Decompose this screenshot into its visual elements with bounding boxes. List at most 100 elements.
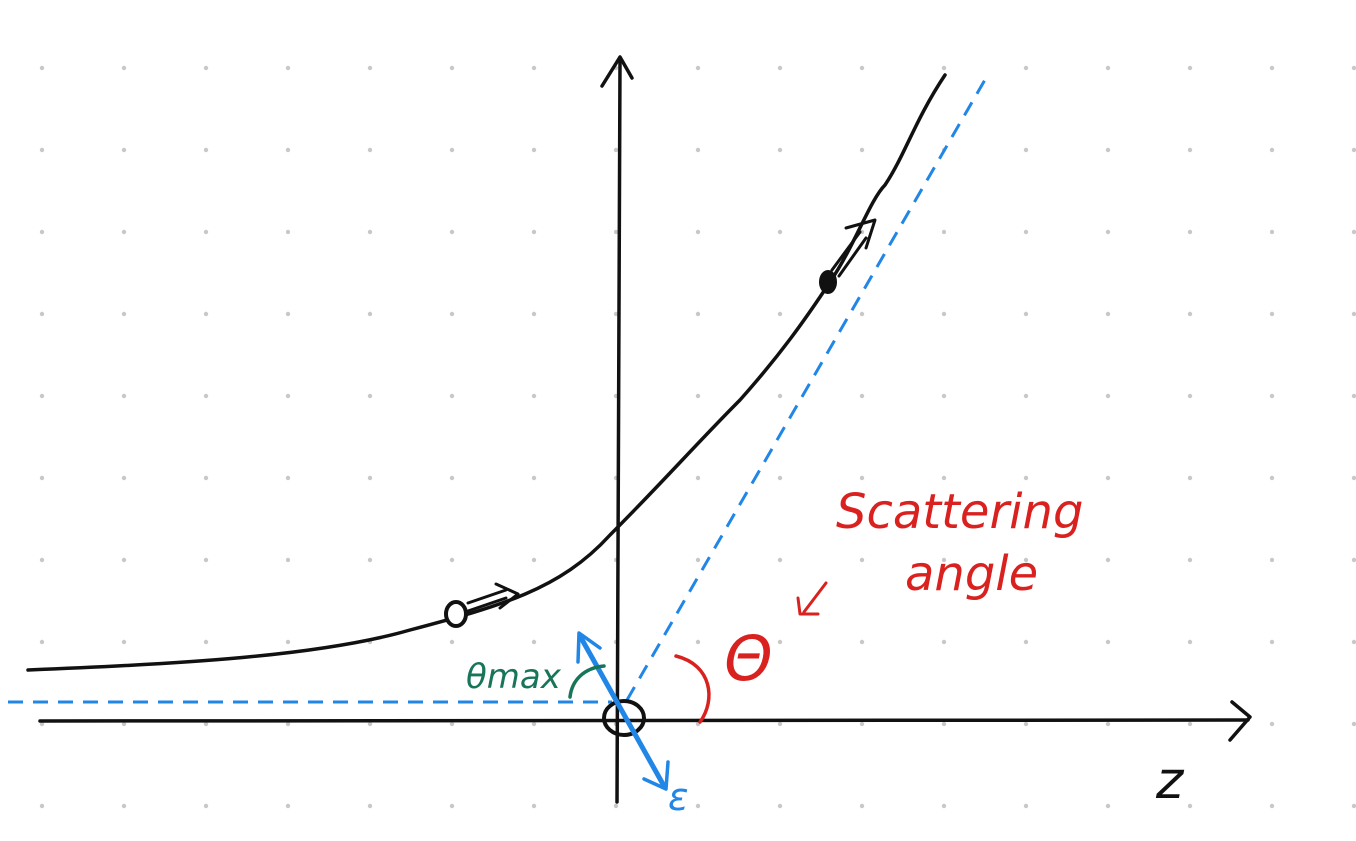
grid-dot [1269,65,1275,71]
grid-dot [1023,639,1029,645]
grid-dot [1187,639,1193,645]
grid-dot [121,803,127,809]
grid-dot [1105,311,1111,317]
grid-dot [449,393,455,399]
grid-dot [1105,65,1111,71]
grid-dot [39,65,45,71]
vertical-axis [600,55,634,804]
grid-dot [1351,147,1356,153]
grid-dot [285,393,291,399]
grid-dot [1269,229,1275,235]
particle-outgoing [819,218,877,294]
grid-dot [1105,229,1111,235]
grid-dot [1351,639,1356,645]
grid-dot [777,311,783,317]
grid-dot [285,721,291,727]
grid-dot [777,557,783,563]
grid-dot [613,147,619,153]
grid-dot [859,721,865,727]
theta-angle-arc [674,654,711,724]
grid-dot [1187,803,1193,809]
grid-dot [39,393,45,399]
grid-dot [121,393,127,399]
grid-dot [531,803,537,809]
grid-dot [39,475,45,481]
grid-dot [449,803,455,809]
grid-dot [1105,803,1111,809]
grid-dot [367,721,373,727]
grid-dot [1105,475,1111,481]
grid-dot [531,721,537,727]
grid-dot [613,803,619,809]
grid-dot [1187,229,1193,235]
grid-dot [941,721,947,727]
grid-dot [1023,721,1029,727]
grid-dot [859,311,865,317]
grid-dot [203,475,209,481]
grid-dot [121,557,127,563]
grid-dot [367,147,373,153]
grid-dot [1269,393,1275,399]
outgoing-asymptote-dashed [625,77,988,701]
grid-dot [531,639,537,645]
grid-dot [1023,557,1029,563]
grid-dot [203,311,209,317]
grid-dot [1351,65,1356,71]
grid-dot [203,65,209,71]
grid-dot [1269,311,1275,317]
grid-dot [1351,229,1356,235]
scattering-center [602,699,646,737]
grid-dot [1023,65,1029,71]
grid-dot [941,475,947,481]
grid-dot [1023,229,1029,235]
grid-dot [695,557,701,563]
grid-dot [531,147,537,153]
grid-dot [39,557,45,563]
grid-dot [449,147,455,153]
grid-dot [449,229,455,235]
grid-dot [367,393,373,399]
grid-dot [695,147,701,153]
grid-dot [121,229,127,235]
grid-dot [367,557,373,563]
grid-dot [203,721,209,727]
grid-dot [859,393,865,399]
grid-dot [203,557,209,563]
grid-dot [777,147,783,153]
particle-incoming [444,582,520,628]
grid-dot [941,803,947,809]
arrowhead-up-icon [576,631,602,664]
grid-dot [39,639,45,645]
grid-dot [859,557,865,563]
grid-dot [449,475,455,481]
grid-dot [1187,311,1193,317]
grid-dot [121,147,127,153]
grid-dot [1269,721,1275,727]
grid-dot [203,393,209,399]
grid-dot [449,557,455,563]
grid-dot [203,147,209,153]
grid-dot [531,557,537,563]
grid-dot [1187,557,1193,563]
grid-dot [531,311,537,317]
grid-dot [531,65,537,71]
grid-dot [859,803,865,809]
epsilon-label: ε [668,775,689,819]
grid-dot [285,229,291,235]
grid-dot [285,475,291,481]
grid-dot [859,147,865,153]
grid-dot [121,311,127,317]
epsilon-double-arrow [576,631,670,791]
grid-dot [1105,147,1111,153]
grid-dot [367,311,373,317]
z-axis-arrowhead-icon [1228,700,1252,742]
z-axis-label: z [1155,751,1185,811]
scattering-label: Scattering [836,484,1083,540]
grid-dot [285,147,291,153]
grid-dot [203,229,209,235]
grid-dot [1351,803,1356,809]
grid-dot [285,65,291,71]
grid-dot [1351,557,1356,563]
grid-dot [1105,721,1111,727]
grid-dot [695,393,701,399]
